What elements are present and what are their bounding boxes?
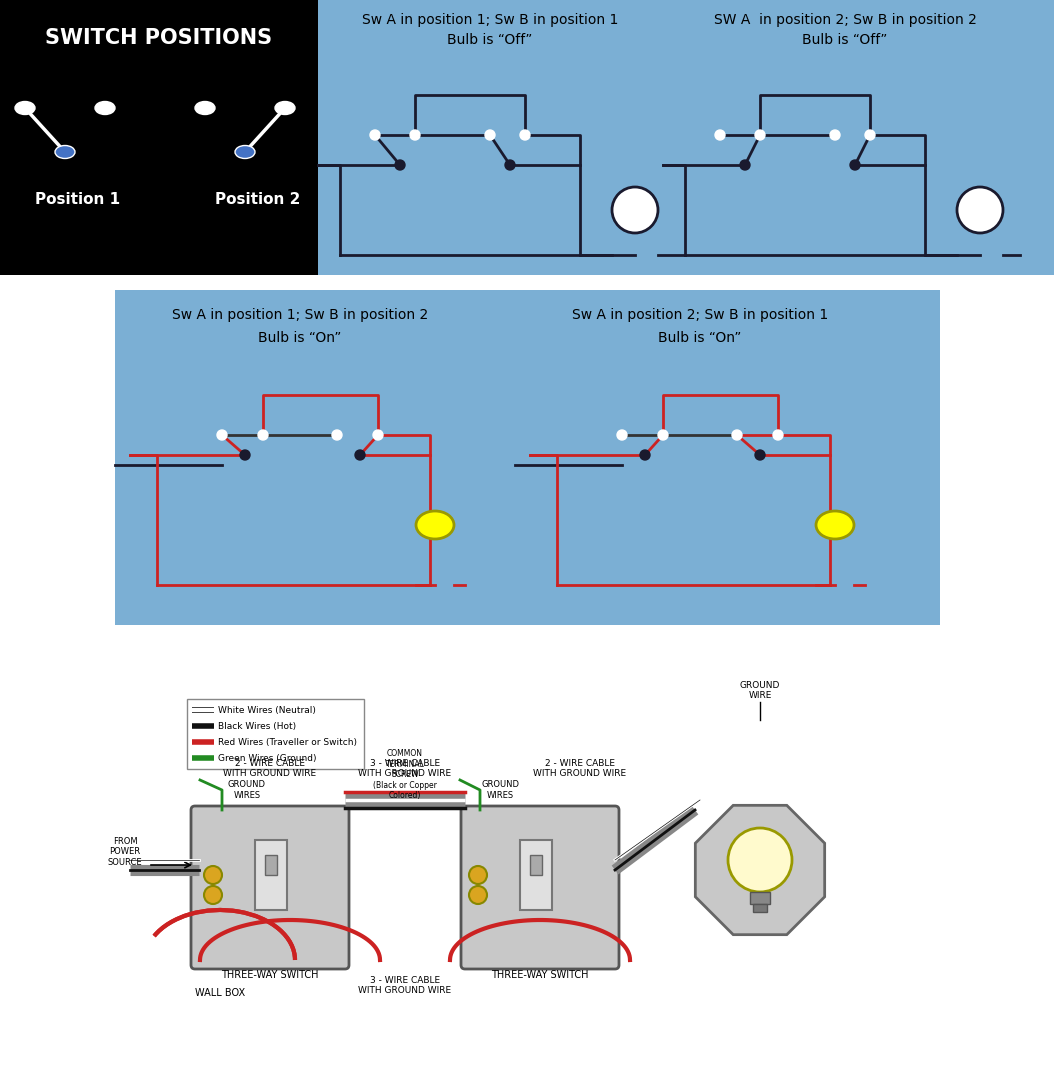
Text: Position 1: Position 1 — [36, 192, 120, 207]
Text: 2 - WIRE CABLE
WITH GROUND WIRE: 2 - WIRE CABLE WITH GROUND WIRE — [223, 759, 316, 778]
Circle shape — [240, 450, 250, 460]
Circle shape — [520, 130, 530, 140]
FancyBboxPatch shape — [191, 806, 349, 969]
Circle shape — [370, 130, 380, 140]
Circle shape — [332, 430, 341, 440]
Circle shape — [469, 866, 487, 883]
Text: THREE-WAY SWITCH: THREE-WAY SWITCH — [221, 970, 318, 980]
Text: 3 - WIRE CABLE
WITH GROUND WIRE: 3 - WIRE CABLE WITH GROUND WIRE — [358, 975, 451, 996]
Text: Sw A in position 2; Sw B in position 1: Sw A in position 2; Sw B in position 1 — [572, 308, 828, 322]
Text: Black Wires (Hot): Black Wires (Hot) — [218, 721, 296, 731]
Circle shape — [773, 430, 783, 440]
Circle shape — [485, 130, 495, 140]
Circle shape — [865, 130, 875, 140]
Circle shape — [728, 828, 792, 892]
Circle shape — [469, 886, 487, 904]
Text: COMMON
TERMINAL
SCREW
(Black or Copper
Colored): COMMON TERMINAL SCREW (Black or Copper C… — [373, 749, 437, 800]
Bar — [255, 840, 287, 910]
Text: White Wires (Neutral): White Wires (Neutral) — [218, 705, 316, 715]
Bar — [0, 0, 318, 275]
Circle shape — [204, 866, 222, 883]
Bar — [750, 892, 770, 904]
Circle shape — [658, 430, 668, 440]
Bar — [318, 0, 1054, 275]
Ellipse shape — [235, 145, 255, 159]
Text: WALL BOX: WALL BOX — [195, 988, 246, 998]
Text: GROUND
WIRE: GROUND WIRE — [740, 681, 780, 700]
Ellipse shape — [275, 101, 295, 114]
Circle shape — [612, 187, 658, 233]
Ellipse shape — [195, 101, 215, 114]
Text: Bulb is “On”: Bulb is “On” — [258, 331, 341, 345]
Polygon shape — [696, 806, 824, 935]
Circle shape — [731, 430, 742, 440]
Ellipse shape — [816, 511, 854, 539]
Text: Green Wires (Ground): Green Wires (Ground) — [218, 753, 316, 763]
Text: GROUND
WIRES: GROUND WIRES — [228, 780, 266, 799]
Text: Sw A in position 1; Sw B in position 2: Sw A in position 1; Sw B in position 2 — [172, 308, 428, 322]
Ellipse shape — [95, 101, 115, 114]
Bar — [530, 855, 542, 875]
Ellipse shape — [55, 145, 75, 159]
Text: Bulb is “Off”: Bulb is “Off” — [447, 33, 532, 47]
Circle shape — [755, 130, 765, 140]
Circle shape — [355, 450, 365, 460]
Text: SWITCH POSITIONS: SWITCH POSITIONS — [45, 28, 273, 48]
Text: Position 2: Position 2 — [215, 192, 300, 207]
Text: GROUND
WIRES: GROUND WIRES — [481, 780, 519, 799]
Circle shape — [410, 130, 419, 140]
Bar — [0, 275, 1054, 635]
Bar — [115, 290, 940, 625]
Text: SW A  in position 2; Sw B in position 2: SW A in position 2; Sw B in position 2 — [714, 13, 976, 27]
FancyBboxPatch shape — [187, 699, 364, 769]
Circle shape — [829, 130, 840, 140]
Ellipse shape — [416, 511, 454, 539]
Circle shape — [715, 130, 725, 140]
Circle shape — [640, 450, 650, 460]
Bar — [753, 904, 767, 912]
Text: THREE-WAY SWITCH: THREE-WAY SWITCH — [491, 970, 589, 980]
Text: Bulb is “On”: Bulb is “On” — [659, 331, 742, 345]
Text: FROM
POWER
SOURCE: FROM POWER SOURCE — [108, 838, 142, 866]
Text: Bulb is “Off”: Bulb is “Off” — [802, 33, 887, 47]
Circle shape — [505, 160, 515, 170]
Circle shape — [258, 430, 268, 440]
Bar — [0, 655, 1054, 1067]
Text: 2 - WIRE CABLE
WITH GROUND WIRE: 2 - WIRE CABLE WITH GROUND WIRE — [533, 759, 626, 778]
Circle shape — [373, 430, 383, 440]
Circle shape — [217, 430, 227, 440]
Circle shape — [204, 886, 222, 904]
Circle shape — [850, 160, 860, 170]
Circle shape — [395, 160, 405, 170]
FancyBboxPatch shape — [461, 806, 619, 969]
Bar — [265, 855, 277, 875]
Ellipse shape — [15, 101, 35, 114]
Bar — [520, 840, 552, 910]
Text: Sw A in position 1; Sw B in position 1: Sw A in position 1; Sw B in position 1 — [362, 13, 619, 27]
Circle shape — [617, 430, 627, 440]
Text: Red Wires (Traveller or Switch): Red Wires (Traveller or Switch) — [218, 737, 357, 747]
Circle shape — [755, 450, 765, 460]
Text: 3 - WIRE CABLE
WITH GROUND WIRE: 3 - WIRE CABLE WITH GROUND WIRE — [358, 759, 451, 778]
Circle shape — [957, 187, 1003, 233]
Circle shape — [740, 160, 750, 170]
